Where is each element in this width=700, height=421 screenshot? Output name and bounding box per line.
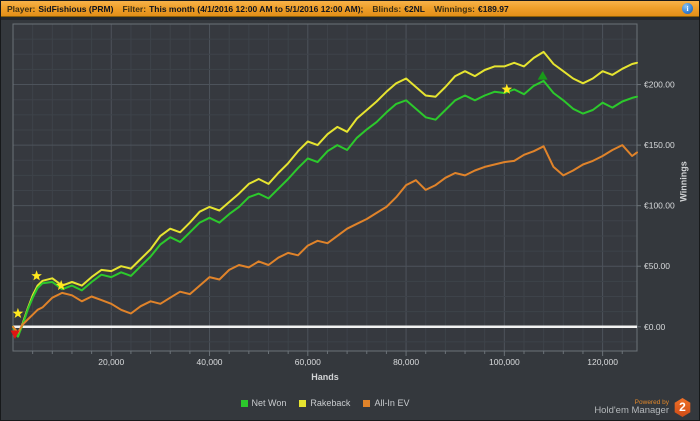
blinds-label: Blinds: xyxy=(372,3,402,14)
svg-text:60,000: 60,000 xyxy=(295,357,321,367)
svg-text:120,000: 120,000 xyxy=(587,357,618,367)
rakeback-swatch-icon xyxy=(299,399,307,407)
filter-value: This month (4/1/2016 12:00 AM to 5/1/201… xyxy=(149,3,364,14)
svg-text:€200.00: €200.00 xyxy=(644,80,675,90)
legend-label-net-won: Net Won xyxy=(251,398,287,408)
y-axis-title: Winnings xyxy=(678,161,689,202)
all-in-ev-swatch-icon xyxy=(363,399,371,407)
legend-label-rakeback: Rakeback xyxy=(310,398,351,408)
winnings-label: Winnings: xyxy=(434,3,475,14)
svg-text:€0.00: €0.00 xyxy=(644,322,666,332)
player-value: SidFishious (PRM) xyxy=(38,3,114,14)
svg-text:80,000: 80,000 xyxy=(393,357,419,367)
help-info-icon[interactable]: i xyxy=(682,3,693,14)
blinds-segment: Blinds: €2NL xyxy=(372,4,425,14)
app-name-text: Hold'em Manager xyxy=(594,404,669,416)
filter-label: Filter: xyxy=(122,3,147,14)
winnings-segment: Winnings: €189.97 xyxy=(434,4,509,14)
filter-segment: Filter: This month (4/1/2016 12:00 AM to … xyxy=(122,4,363,14)
x-axis-title: Hands xyxy=(311,372,339,382)
player-segment: Player: SidFishious (PRM) xyxy=(7,4,113,14)
legend-item-net-won: Net Won xyxy=(240,398,287,408)
hem2-logo-icon: 2 xyxy=(674,398,691,417)
net-won-swatch-icon xyxy=(240,399,248,407)
titlebar-separator xyxy=(1,17,699,20)
blinds-value: €2NL xyxy=(404,3,425,14)
winnings-value: €189.97 xyxy=(478,3,509,14)
chart-legend: Net Won Rakeback All-In EV xyxy=(13,398,637,408)
title-bar: Player: SidFishious (PRM) Filter: This mon… xyxy=(1,1,699,17)
chart-panel: 20,000 40,000 60,000 80,000 100,000 120,000 €0… xyxy=(1,20,699,420)
powered-by-text: Powered by xyxy=(634,398,669,406)
svg-text:€150.00: €150.00 xyxy=(644,140,675,150)
svg-text:100,000: 100,000 xyxy=(489,357,520,367)
svg-text:40,000: 40,000 xyxy=(197,357,223,367)
legend-item-all-in-ev: All-In EV xyxy=(363,398,409,408)
legend-label-all-in-ev: All-In EV xyxy=(374,398,410,408)
svg-text:€50.00: €50.00 xyxy=(644,261,670,271)
svg-text:€100.00: €100.00 xyxy=(644,201,675,211)
legend-item-rakeback: Rakeback xyxy=(299,398,350,408)
branding: Powered by Hold'em Manager 2 xyxy=(594,398,691,417)
svg-text:20,000: 20,000 xyxy=(98,357,124,367)
player-label: Player: xyxy=(7,3,36,14)
